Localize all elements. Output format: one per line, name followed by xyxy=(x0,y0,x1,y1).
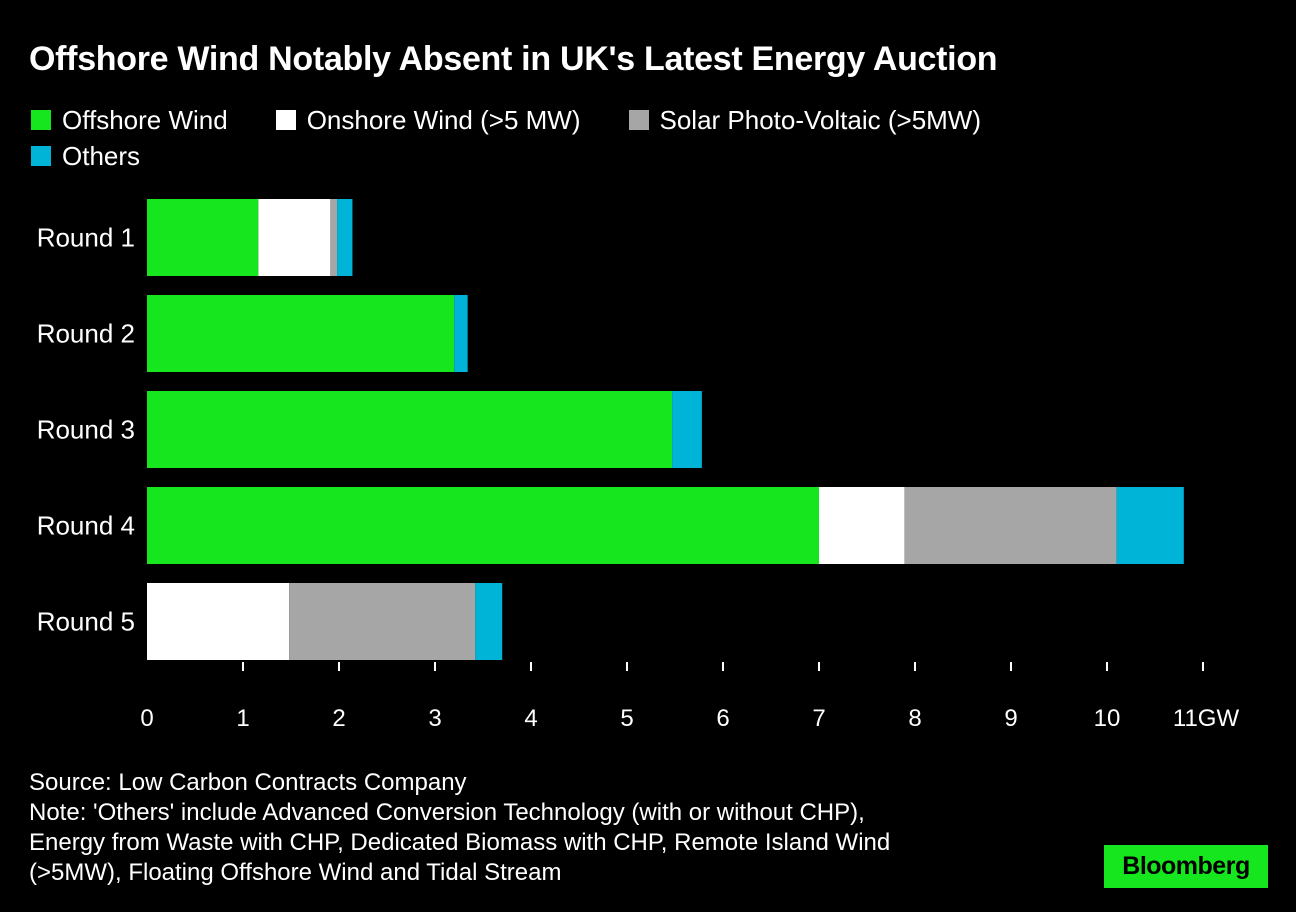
bar-segment xyxy=(337,199,353,276)
category-label: Round 2 xyxy=(37,319,135,349)
note-line: Note: 'Others' include Advanced Conversi… xyxy=(29,799,865,826)
note-line: (>5MW), Floating Offshore Wind and Tidal… xyxy=(29,859,562,886)
legend-label: Onshore Wind (>5 MW) xyxy=(306,104,581,135)
x-tick-label: 5 xyxy=(620,705,633,732)
source-line: Source: Low Carbon Contracts Company xyxy=(29,769,467,796)
category-label: Round 5 xyxy=(37,607,135,637)
category-label: Round 3 xyxy=(37,415,135,445)
x-tick-label: 10 xyxy=(1094,705,1121,732)
legend-item-offshore-wind: Offshore Wind xyxy=(31,104,228,135)
bar-segment xyxy=(904,487,1117,564)
bar-segment xyxy=(819,487,905,564)
category-label: Round 1 xyxy=(37,223,135,253)
bar-segment xyxy=(147,295,455,372)
legend-swatch xyxy=(31,110,51,130)
legend-label: Solar Photo-Voltaic (>5MW) xyxy=(659,104,982,135)
legend-label: Others xyxy=(62,140,141,171)
x-tick-label: 9 xyxy=(1004,705,1017,732)
bar-segment xyxy=(258,199,331,276)
legend-item-onshore-wind: Onshore Wind (>5 MW) xyxy=(275,104,581,135)
bar-segment xyxy=(1116,487,1184,564)
x-tick-label: 4 xyxy=(524,705,537,732)
note-line: Energy from Waste with CHP, Dedicated Bi… xyxy=(29,829,891,856)
x-tick-label: 8 xyxy=(908,705,921,732)
x-tick-label: 11GW xyxy=(1173,705,1240,732)
chart-title: Offshore Wind Notably Absent in UK's Lat… xyxy=(29,40,998,78)
bar-segment xyxy=(147,199,259,276)
bloomberg-logo: Bloomberg xyxy=(1104,845,1268,888)
x-tick-label: 0 xyxy=(140,705,153,732)
bar-segment xyxy=(475,583,503,660)
bar-segment xyxy=(454,295,468,372)
legend: Offshore Wind Onshore Wind (>5 MW) Solar… xyxy=(31,104,1181,171)
legend-item-solar-pv: Solar Photo-Voltaic (>5MW) xyxy=(628,104,982,135)
bar-segment xyxy=(672,391,702,468)
legend-item-others: Others xyxy=(31,140,141,171)
x-tick-label: 6 xyxy=(716,705,729,732)
source-note: Source: Low Carbon Contracts Company Not… xyxy=(29,768,1079,888)
bar-segment xyxy=(330,199,338,276)
legend-swatch xyxy=(31,146,51,166)
x-tick-label: 2 xyxy=(332,705,345,732)
legend-label: Offshore Wind xyxy=(62,104,228,135)
x-tick-label: 1 xyxy=(236,705,249,732)
bar-segment xyxy=(289,583,476,660)
bar-segment xyxy=(147,487,819,564)
legend-swatch xyxy=(275,110,296,130)
bar-segment xyxy=(147,391,673,468)
x-tick-label: 3 xyxy=(428,705,441,732)
bar-segment xyxy=(147,583,290,660)
legend-swatch xyxy=(628,110,649,130)
category-label: Round 4 xyxy=(37,511,135,541)
x-tick-label: 7 xyxy=(812,705,825,732)
